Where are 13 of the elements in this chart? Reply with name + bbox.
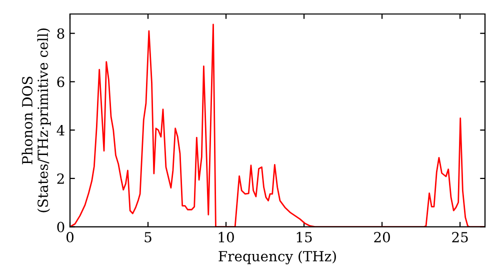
y-tick-label: 4 <box>56 125 64 136</box>
x-tick-label: 5 <box>144 232 152 242</box>
x-tick-label: 20 <box>374 232 390 242</box>
y-tick-label: 8 <box>57 28 64 39</box>
x-tick-label: 25 <box>452 232 468 242</box>
y-tick-label: 0 <box>57 222 64 232</box>
y-axis-title: Phonon DOS (States/THz·primitive cell) <box>22 28 51 212</box>
x-tick-label: 10 <box>218 232 234 242</box>
y-tick-label: 6 <box>57 76 64 88</box>
y-tick-label: 2 <box>57 173 64 184</box>
x-tick-label: 0 <box>66 232 74 242</box>
x-tick-label: 15 <box>296 232 312 242</box>
x-axis-title: Frequency (THz) <box>218 250 336 264</box>
